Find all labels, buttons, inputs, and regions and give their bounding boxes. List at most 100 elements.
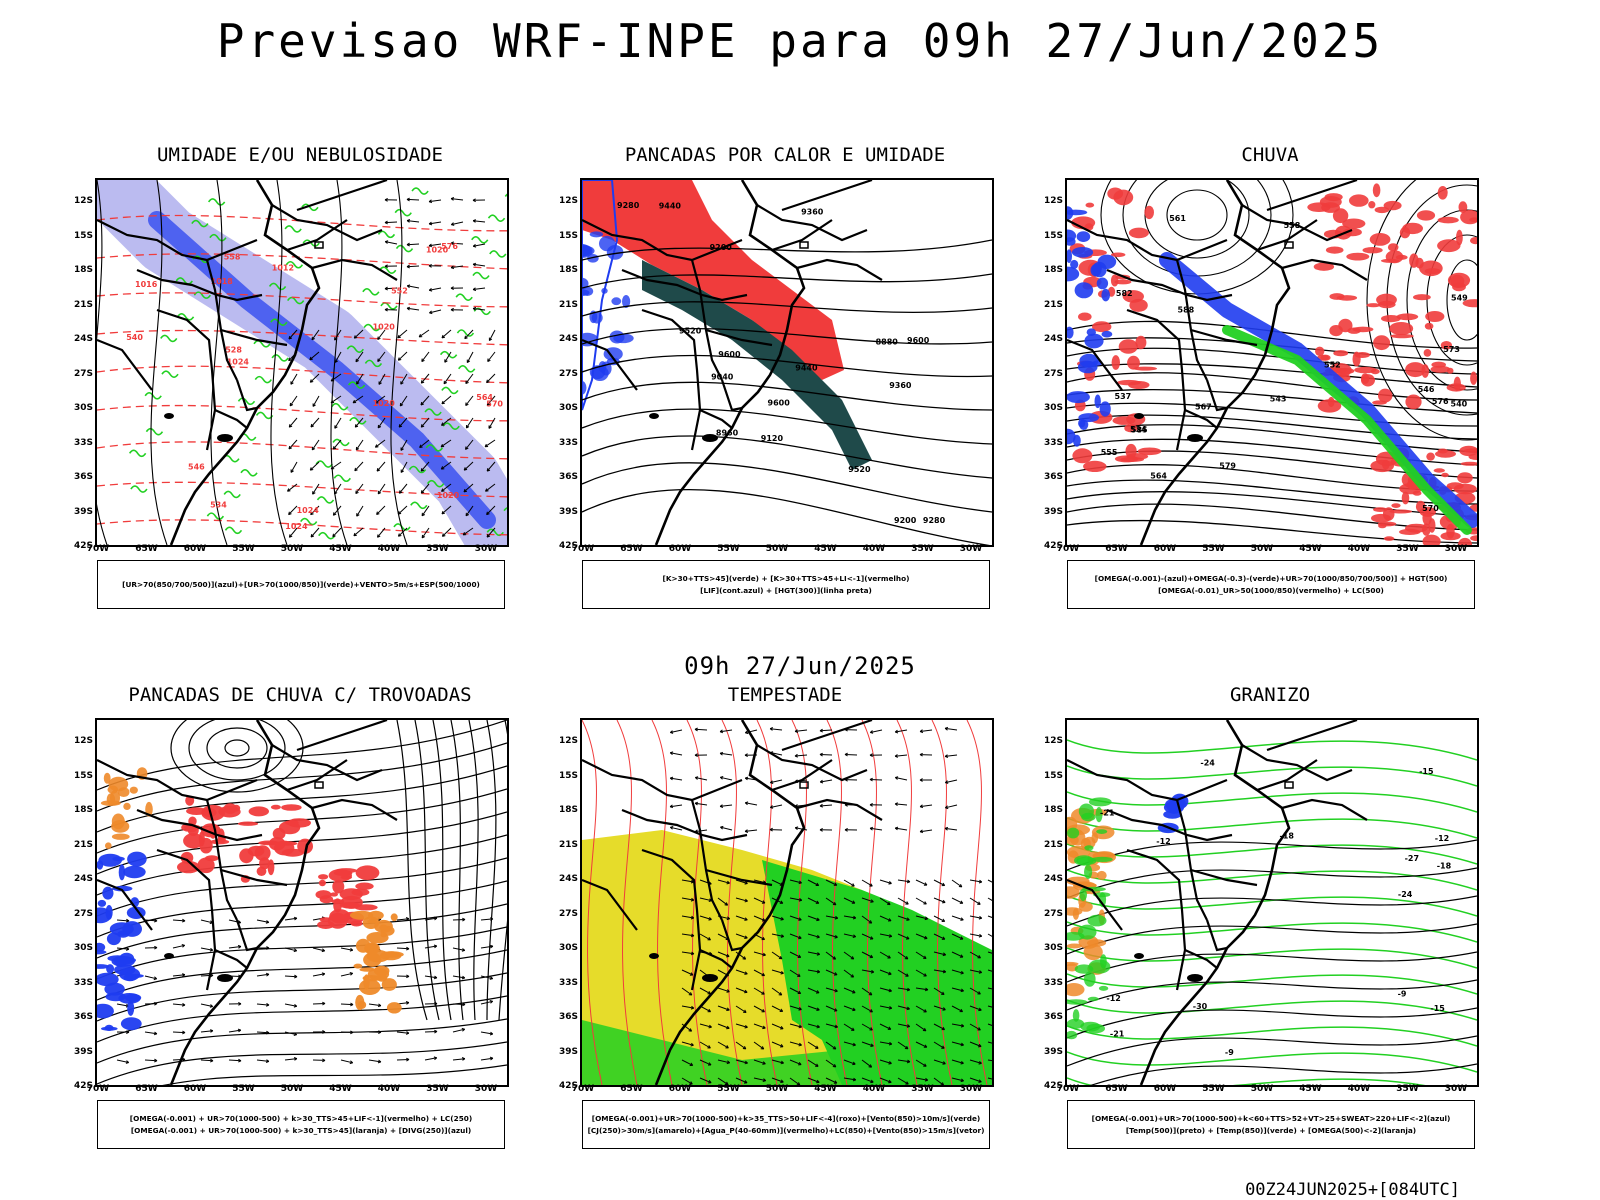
longitude-tick-label: 40W xyxy=(862,1084,886,1094)
forecast-map xyxy=(580,718,994,1087)
page-title: Previsao WRF-INPE para 09h 27/Jun/2025 xyxy=(216,14,1384,68)
panel-legend: [K>30+TTS>45](verde) + [K>30+TTS>45+LI<-… xyxy=(582,560,990,609)
panel-title: UMIDADE E/OU NEBULOSIDADE xyxy=(157,144,443,166)
contour-label: -18 xyxy=(1437,862,1452,871)
longitude-tick-label: 55W xyxy=(717,1084,740,1094)
latitude-tick-label: 15S xyxy=(73,230,93,241)
secondary-date-label: 09h 27/Jun/2025 xyxy=(684,652,916,680)
contour-label: 549 xyxy=(1451,294,1468,303)
contour-label: 1024 xyxy=(227,358,250,367)
contour-label: 540 xyxy=(1451,400,1468,409)
longitude-tick-label: 60W xyxy=(668,1084,692,1094)
latitude-tick-label: 42S xyxy=(558,541,578,551)
contour-label: 9600 xyxy=(907,336,930,345)
contour-label: 534 xyxy=(210,500,227,509)
longitude-tick-label: 65W xyxy=(620,1084,643,1094)
contour-label: 1018 xyxy=(211,277,234,286)
contour-label: 567 xyxy=(1195,402,1212,411)
contour-label: 9440 xyxy=(795,364,818,373)
longitude-tick-label: 30W xyxy=(1444,1084,1468,1094)
forecast-panel-2: PANCADAS POR CALOR E UMIDADE 9600 9520 9440… xyxy=(559,144,1080,648)
latitude-tick-label: 24S xyxy=(558,874,578,884)
latitude-tick-label: 39S xyxy=(1043,1046,1063,1057)
contour-label: 573 xyxy=(1443,345,1460,354)
forecast-map: 588 585 582 579 576 573 570 567 564 561 558 555 552 5… xyxy=(1065,178,1479,547)
map-canvas xyxy=(582,720,992,1085)
latitude-tick-label: 21S xyxy=(558,839,578,850)
longitude-tick-label: 65W xyxy=(1105,544,1128,554)
panel-legend: [UR>70(850/700/500)](azul)+[UR>70(1000/8… xyxy=(97,560,505,609)
contour-label: 570 xyxy=(1422,504,1439,513)
latitude-tick-label: 36S xyxy=(558,1012,578,1022)
contour-label: 564 xyxy=(1150,471,1167,480)
longitude-tick-label: 35W xyxy=(426,544,449,554)
contour-label: -18 xyxy=(1280,832,1295,841)
longitude-tick-label: 50W xyxy=(280,1084,304,1094)
latitude-tick-label: 24S xyxy=(1043,874,1063,884)
longitude-tick-label: 65W xyxy=(135,1084,158,1094)
longitude-tick-label: 55W xyxy=(232,544,255,554)
latitude-tick-label: 27S xyxy=(558,908,578,919)
longitude-tick-label: 40W xyxy=(862,544,886,554)
contour-label: -21 xyxy=(1100,809,1115,818)
legend-line: [OMEGA(-0.001)+UR>70(1000-500)+k<60+TTS>… xyxy=(1091,1113,1451,1123)
longitude-tick-label: 60W xyxy=(668,544,692,554)
latitude-tick-label: 21S xyxy=(1043,299,1063,310)
contour-label: -24 xyxy=(1200,759,1215,768)
forecast-panel-5: TEMPESTADE 12S 15S 18S 21S 24S 27S 30S 33S 36S 39S… xyxy=(559,684,1080,1188)
longitude-tick-label: 30W xyxy=(474,544,498,554)
latitude-tick-label: 42S xyxy=(73,1081,93,1091)
latitude-tick-label: 30S xyxy=(1043,403,1063,413)
latitude-tick-label: 18S xyxy=(1043,265,1063,275)
contour-label: 9120 xyxy=(761,434,784,443)
contour-label: 9360 xyxy=(801,208,824,217)
legend-line: [OMEGA(-0.001)+UR>70(1000-500)+k>35_TTS>… xyxy=(591,1113,981,1123)
latitude-tick-label: 36S xyxy=(1043,472,1063,482)
latitude-tick-label: 15S xyxy=(73,770,93,781)
contour-label: -9 xyxy=(1398,990,1407,999)
latitude-tick-label: 21S xyxy=(558,299,578,310)
longitude-tick-label: 30W xyxy=(959,1084,983,1094)
longitude-tick-label: 70W xyxy=(86,1084,110,1094)
contour-label: 8880 xyxy=(876,338,899,347)
forecast-map: -9 -12 -15 -18 -21 -24 -27 -30 -15 -12 -18 -21 -24 -9… xyxy=(1065,718,1479,1087)
contour-label: 576 xyxy=(441,242,458,251)
latitude-tick-label: 24S xyxy=(558,334,578,344)
contour-label: -15 xyxy=(1430,1004,1445,1013)
contour-label: 552 xyxy=(1324,361,1341,370)
contour-label: 9520 xyxy=(679,327,702,336)
contour-label: 1024 xyxy=(297,506,320,515)
latitude-tick-label: 27S xyxy=(558,368,578,379)
latitude-tick-label: 30S xyxy=(73,943,93,953)
contour-label: 1020 xyxy=(426,245,449,254)
longitude-tick-label: 30W xyxy=(1444,544,1468,554)
latitude-tick-label: 21S xyxy=(1043,839,1063,850)
forecast-map xyxy=(95,718,509,1087)
forecast-map: 1016 1018 1020 1024 1020 1024 1020 1024 576 570 56… xyxy=(95,178,509,547)
longitude-tick-label: 35W xyxy=(1396,1084,1419,1094)
longitude-tick-label: 60W xyxy=(183,1084,207,1094)
legend-line: [OMEGA(-0.01)_UR>50(1000/850)(vermelho) … xyxy=(1158,585,1384,595)
latitude-tick-label: 12S xyxy=(558,196,578,206)
latitude-tick-label: 27S xyxy=(1043,908,1063,919)
panel-legend: [OMEGA(-0.001)+UR>70(1000-500)+k>35_TTS>… xyxy=(582,1100,990,1149)
contour-label: 579 xyxy=(1219,461,1236,470)
longitude-tick-label: 45W xyxy=(814,1084,837,1094)
longitude-tick-label: 50W xyxy=(280,544,304,554)
longitude-tick-label: 40W xyxy=(377,544,401,554)
contour-label: 564 xyxy=(476,393,493,402)
latitude-tick-label: 21S xyxy=(73,839,93,850)
longitude-tick-label: 60W xyxy=(1153,1084,1177,1094)
longitude-tick-label: 40W xyxy=(1347,1084,1371,1094)
map-canvas xyxy=(97,720,507,1085)
latitude-tick-label: 18S xyxy=(1043,805,1063,815)
contour-label: 558 xyxy=(1284,221,1301,230)
contour-label: 9280 xyxy=(923,516,946,525)
contour-label: -12 xyxy=(1435,834,1449,843)
longitude-tick-label: 30W xyxy=(474,1084,498,1094)
latitude-tick-label: 18S xyxy=(73,265,93,275)
latitude-tick-label: 30S xyxy=(73,403,93,413)
forecast-panel-6: GRANIZO -9 -12 -15 -18 -21 -24 -27 -30 -15 -12 -18-… xyxy=(1044,684,1565,1188)
latitude-tick-label: 33S xyxy=(558,437,578,448)
contour-label: 537 xyxy=(1115,392,1132,401)
